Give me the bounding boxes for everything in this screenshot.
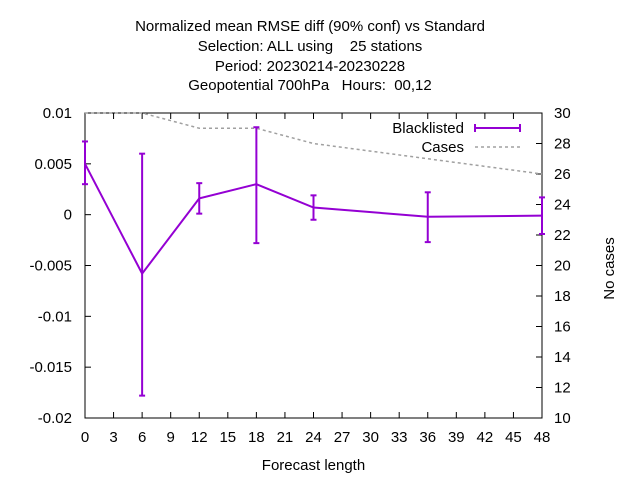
cases-line [85, 112, 543, 175]
y2-tick-label: 16 [554, 319, 571, 336]
y2-tick-label: 18 [554, 288, 571, 305]
y-tick-label: 0 [64, 207, 72, 224]
x-tick-label: 15 [219, 429, 236, 446]
y-tick-label: -0.015 [29, 359, 72, 376]
legend-label-cases: Cases [421, 139, 464, 156]
x-tick-label: 12 [191, 429, 208, 446]
y2-tick-label: 28 [554, 136, 571, 153]
x-tick-label: 39 [448, 429, 465, 446]
x-tick-label: 45 [505, 429, 522, 446]
y2-tick-label: 24 [554, 197, 571, 214]
y2-tick-label: 14 [554, 349, 571, 366]
y2-tick-label: 30 [554, 105, 571, 122]
y-tick-label: -0.01 [38, 308, 72, 325]
x-tick-label: 6 [138, 429, 146, 446]
x-tick-label: 24 [305, 429, 322, 446]
y-tick-label: 0.005 [34, 156, 72, 173]
y2-tick-label: 12 [554, 380, 571, 397]
x-tick-label: 42 [477, 429, 494, 446]
x-tick-label: 33 [391, 429, 408, 446]
x-tick-label: 48 [534, 429, 551, 446]
y2-axis-label: No cases [601, 237, 618, 300]
x-tick-label: 27 [334, 429, 351, 446]
x-tick-label: 30 [362, 429, 379, 446]
x-tick-label: 36 [419, 429, 436, 446]
x-tick-label: 21 [277, 429, 294, 446]
chart-title-line-1: Normalized mean RMSE diff (90% conf) vs … [135, 18, 485, 35]
chart-title-line-3: Period: 20230214-20230228 [214, 58, 406, 75]
chart-title-line-2: Selection: ALL using 25 stations [197, 38, 423, 55]
y2-tick-label: 10 [554, 410, 571, 427]
y-tick-label: -0.02 [38, 410, 72, 427]
x-axis-label: Forecast length [262, 457, 365, 474]
y2-tick-label: 26 [554, 166, 571, 183]
x-tick-label: 9 [167, 429, 175, 446]
y2-tick-label: 20 [554, 258, 571, 275]
y2-tick-label: 22 [554, 227, 571, 244]
x-tick-label: 0 [81, 429, 89, 446]
x-tick-label: 3 [109, 429, 117, 446]
x-tick-label: 18 [248, 429, 265, 446]
y-tick-label: 0.01 [43, 105, 72, 122]
chart-title-line-4: Geopotential 700hPa Hours: 00,12 [188, 77, 432, 94]
plot-frame [84, 112, 543, 419]
legend-label-blacklisted: Blacklisted [392, 120, 464, 137]
y-tick-label: -0.005 [29, 258, 72, 275]
